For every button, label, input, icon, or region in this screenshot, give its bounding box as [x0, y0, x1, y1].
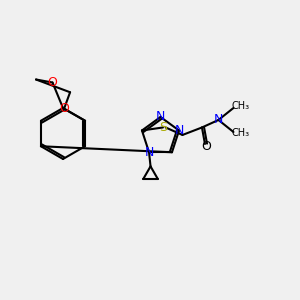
Text: CH₃: CH₃ [232, 128, 250, 139]
Text: S: S [159, 121, 167, 134]
Text: N: N [174, 124, 184, 137]
Text: O: O [59, 102, 69, 115]
Text: N: N [156, 110, 165, 124]
Text: N: N [144, 146, 154, 159]
Text: N: N [214, 113, 223, 127]
Text: O: O [201, 140, 211, 154]
Text: CH₃: CH₃ [232, 101, 250, 112]
Text: O: O [48, 76, 57, 89]
